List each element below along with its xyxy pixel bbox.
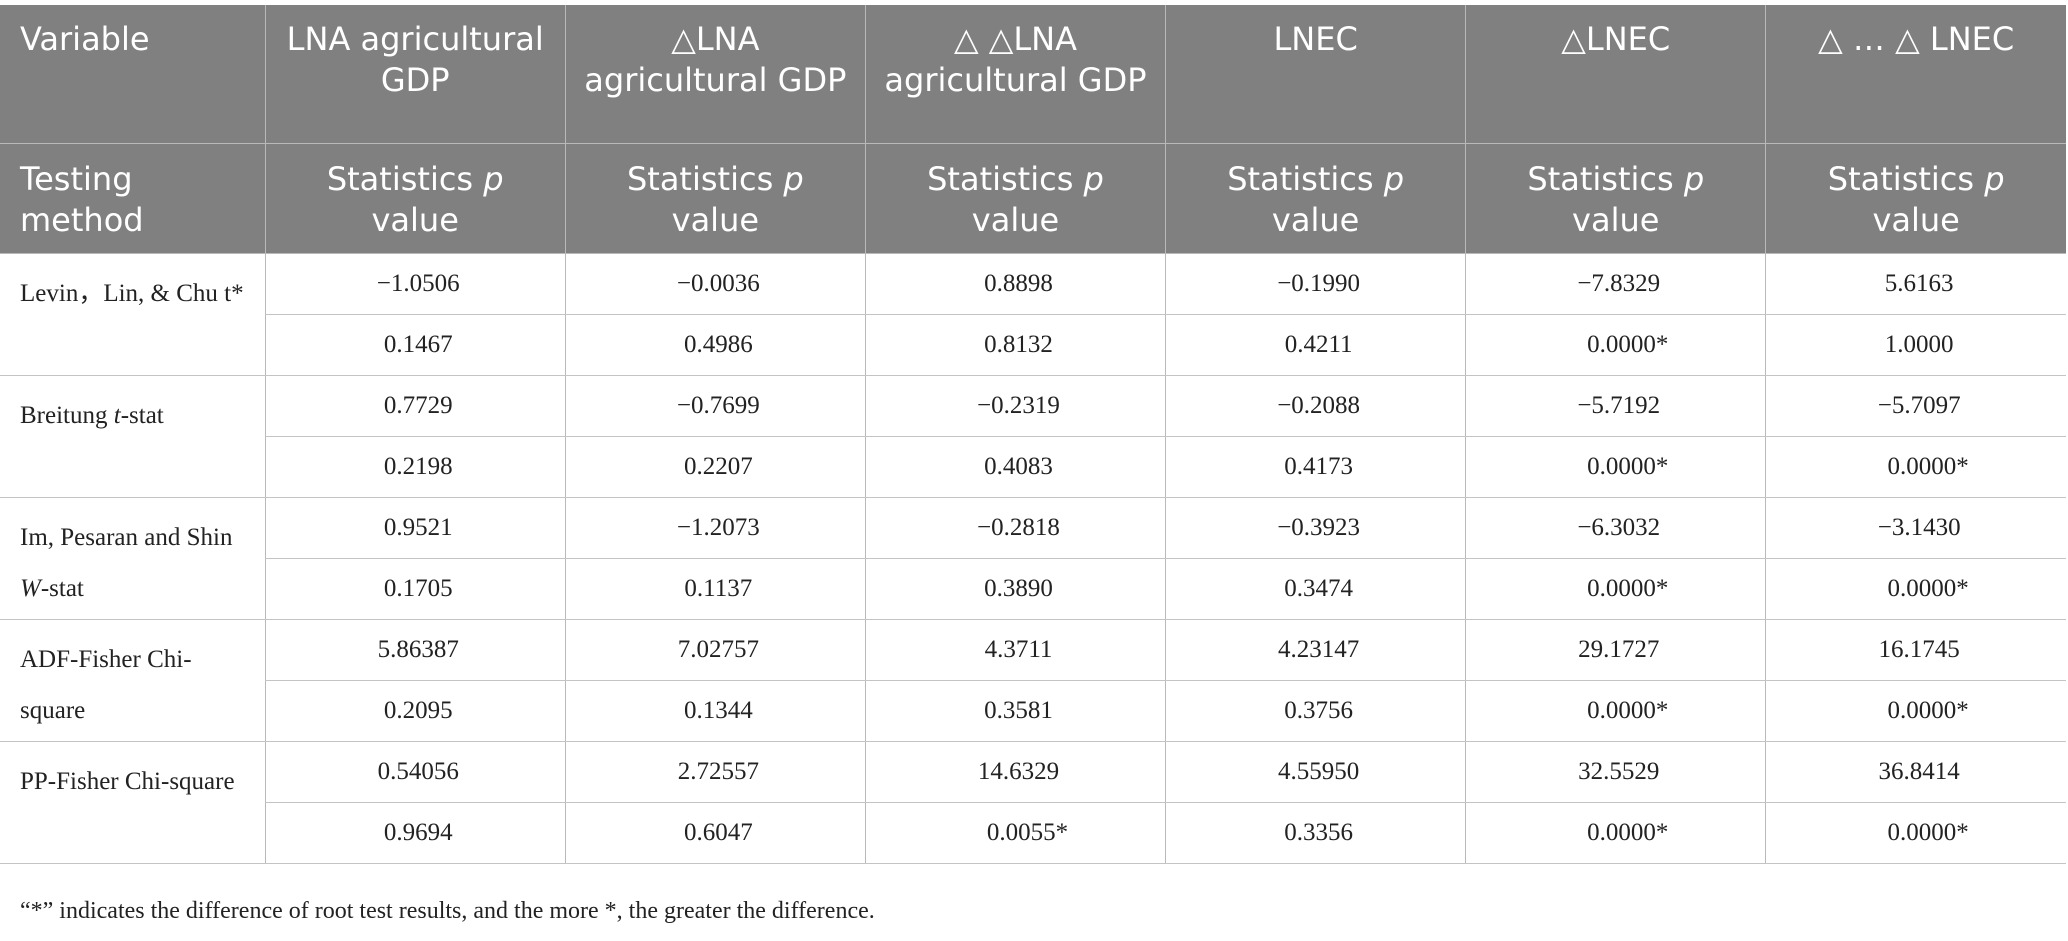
table-row-statistics: ADF-Fisher Chi-square 5.86387 7.02757 4.… bbox=[0, 619, 2066, 742]
statistic-cell: −1.2073 bbox=[564, 497, 866, 559]
statistic-cell: −0.7699 bbox=[564, 375, 866, 437]
p-value-cell: 0.8132 bbox=[864, 314, 1166, 376]
header-dd-lna-gdp: △ △LNA agricultural GDP bbox=[864, 5, 1166, 144]
statistic-cell: −1.0506 bbox=[264, 253, 566, 315]
p-value-cell: 0.4986 bbox=[564, 314, 866, 376]
table-row-p-values: 0.1467 0.4986 0.8132 0.4211 0.0000* 1.00… bbox=[0, 314, 2066, 376]
header-row-variable: Variable LNA agricultural GDP △LNA agric… bbox=[0, 5, 2066, 144]
header-lnec: LNEC bbox=[1165, 5, 1466, 144]
method-label: Breitung t-stat bbox=[0, 375, 266, 498]
statistic-cell: 32.5529 bbox=[1465, 741, 1766, 803]
p-value-cell: 0.0000* bbox=[1765, 558, 2066, 620]
header-testing-method: Testing method bbox=[0, 143, 266, 254]
statistic-cell: −0.1990 bbox=[1165, 253, 1466, 315]
statistic-cell: 16.1745 bbox=[1765, 619, 2066, 681]
statistic-cell: −6.3032 bbox=[1465, 497, 1766, 559]
header-d-lna-gdp: △LNA agricultural GDP bbox=[564, 5, 866, 144]
p-value-cell: 0.0000* bbox=[1465, 314, 1766, 376]
p-value-cell: 0.0000* bbox=[1765, 680, 2066, 742]
statistic-cell: 7.02757 bbox=[564, 619, 866, 681]
method-label: Im, Pesaran and Shin W-stat bbox=[0, 497, 266, 620]
statistic-cell: 0.9521 bbox=[264, 497, 566, 559]
table-footnote: “*” indicates the difference of root tes… bbox=[20, 898, 875, 924]
p-value-cell: 0.0000* bbox=[1765, 802, 2066, 864]
p-value-cell: 0.2198 bbox=[264, 436, 566, 498]
statistic-cell: 0.8898 bbox=[864, 253, 1166, 315]
header-row-testing-method: Testing method Statistics p value Statist… bbox=[0, 143, 2066, 254]
header-d-lnec: △LNEC bbox=[1465, 5, 1766, 144]
p-value-cell: 0.1467 bbox=[264, 314, 566, 376]
statistic-cell: −7.8329 bbox=[1465, 253, 1766, 315]
method-label: PP-Fisher Chi-square bbox=[0, 741, 266, 864]
header-lna-gdp: LNA agricultural GDP bbox=[264, 5, 566, 144]
table-row-statistics: Im, Pesaran and Shin W-stat 0.9521 −1.20… bbox=[0, 497, 2066, 620]
method-label: ADF-Fisher Chi-square bbox=[0, 619, 266, 742]
p-value-cell: 0.0055* bbox=[864, 802, 1166, 864]
p-value-cell: 0.3756 bbox=[1165, 680, 1466, 742]
statistic-cell: −0.0036 bbox=[564, 253, 866, 315]
statistic-cell: 5.86387 bbox=[264, 619, 566, 681]
header-statistics-p-value: Statistics p value bbox=[1165, 143, 1466, 254]
statistic-cell: 5.6163 bbox=[1765, 253, 2066, 315]
p-value-cell: 0.4083 bbox=[864, 436, 1166, 498]
statistic-cell: −0.2088 bbox=[1165, 375, 1466, 437]
header-statistics-p-value: Statistics p value bbox=[264, 143, 566, 254]
table-row-p-values: 0.1705 0.1137 0.3890 0.3474 0.0000* 0.00… bbox=[0, 558, 2066, 620]
p-value-cell: 0.3581 bbox=[864, 680, 1166, 742]
header-statistics-p-value: Statistics p value bbox=[564, 143, 866, 254]
table-row-p-values: 0.2198 0.2207 0.4083 0.4173 0.0000* 0.00… bbox=[0, 436, 2066, 498]
statistic-cell: −3.1430 bbox=[1765, 497, 2066, 559]
unit-root-test-table: Variable LNA agricultural GDP △LNA agric… bbox=[0, 5, 2066, 864]
p-value-cell: 0.3474 bbox=[1165, 558, 1466, 620]
p-value-cell: 0.2207 bbox=[564, 436, 866, 498]
statistic-cell: 4.3711 bbox=[864, 619, 1166, 681]
p-value-cell: 0.6047 bbox=[564, 802, 866, 864]
p-value-cell: 0.0000* bbox=[1465, 802, 1766, 864]
statistic-cell: 36.8414 bbox=[1765, 741, 2066, 803]
statistic-cell: 2.72557 bbox=[564, 741, 866, 803]
table-body: Levin，Lin, & Chu t* −1.0506 −0.0036 0.88… bbox=[0, 253, 2066, 864]
p-value-cell: 0.9694 bbox=[264, 802, 566, 864]
statistic-cell: 0.7729 bbox=[264, 375, 566, 437]
statistic-cell: 0.54056 bbox=[264, 741, 566, 803]
header-dd-lnec: △ … △ LNEC bbox=[1765, 5, 2066, 144]
table-row-statistics: PP-Fisher Chi-square 0.54056 2.72557 14.… bbox=[0, 741, 2066, 864]
method-label: Levin，Lin, & Chu t* bbox=[0, 253, 266, 376]
p-value-cell: 0.1705 bbox=[264, 558, 566, 620]
table-row-p-values: 0.9694 0.6047 0.0055* 0.3356 0.0000* 0.0… bbox=[0, 802, 2066, 864]
header-statistics-p-value: Statistics p value bbox=[864, 143, 1166, 254]
p-value-cell: 0.2095 bbox=[264, 680, 566, 742]
table-row-statistics: Levin，Lin, & Chu t* −1.0506 −0.0036 0.88… bbox=[0, 253, 2066, 376]
p-value-cell: 0.4211 bbox=[1165, 314, 1466, 376]
p-value-cell: 0.1344 bbox=[564, 680, 866, 742]
statistic-cell: 14.6329 bbox=[864, 741, 1166, 803]
p-value-cell: 0.1137 bbox=[564, 558, 866, 620]
statistic-cell: 4.55950 bbox=[1165, 741, 1466, 803]
p-value-cell: 0.3890 bbox=[864, 558, 1166, 620]
p-value-cell: 1.0000 bbox=[1765, 314, 2066, 376]
header-variable: Variable bbox=[0, 5, 266, 144]
table-row-p-values: 0.2095 0.1344 0.3581 0.3756 0.0000* 0.00… bbox=[0, 680, 2066, 742]
header-statistics-p-value: Statistics p value bbox=[1765, 143, 2066, 254]
table-container: Variable LNA agricultural GDP △LNA agric… bbox=[0, 5, 2066, 864]
statistic-cell: −0.2818 bbox=[864, 497, 1166, 559]
p-value-cell: 0.0000* bbox=[1465, 680, 1766, 742]
table-header: Variable LNA agricultural GDP △LNA agric… bbox=[0, 5, 2066, 254]
statistic-cell: 4.23147 bbox=[1165, 619, 1466, 681]
statistic-cell: 29.1727 bbox=[1465, 619, 1766, 681]
table-row-statistics: Breitung t-stat 0.7729 −0.7699 −0.2319 −… bbox=[0, 375, 2066, 498]
p-value-cell: 0.0000* bbox=[1765, 436, 2066, 498]
header-statistics-p-value: Statistics p value bbox=[1465, 143, 1766, 254]
p-value-cell: 0.4173 bbox=[1165, 436, 1466, 498]
p-value-cell: 0.0000* bbox=[1465, 436, 1766, 498]
statistic-cell: −0.2319 bbox=[864, 375, 1166, 437]
statistic-cell: −5.7192 bbox=[1465, 375, 1766, 437]
p-value-cell: 0.0000* bbox=[1465, 558, 1766, 620]
statistic-cell: −5.7097 bbox=[1765, 375, 2066, 437]
p-value-cell: 0.3356 bbox=[1165, 802, 1466, 864]
statistic-cell: −0.3923 bbox=[1165, 497, 1466, 559]
